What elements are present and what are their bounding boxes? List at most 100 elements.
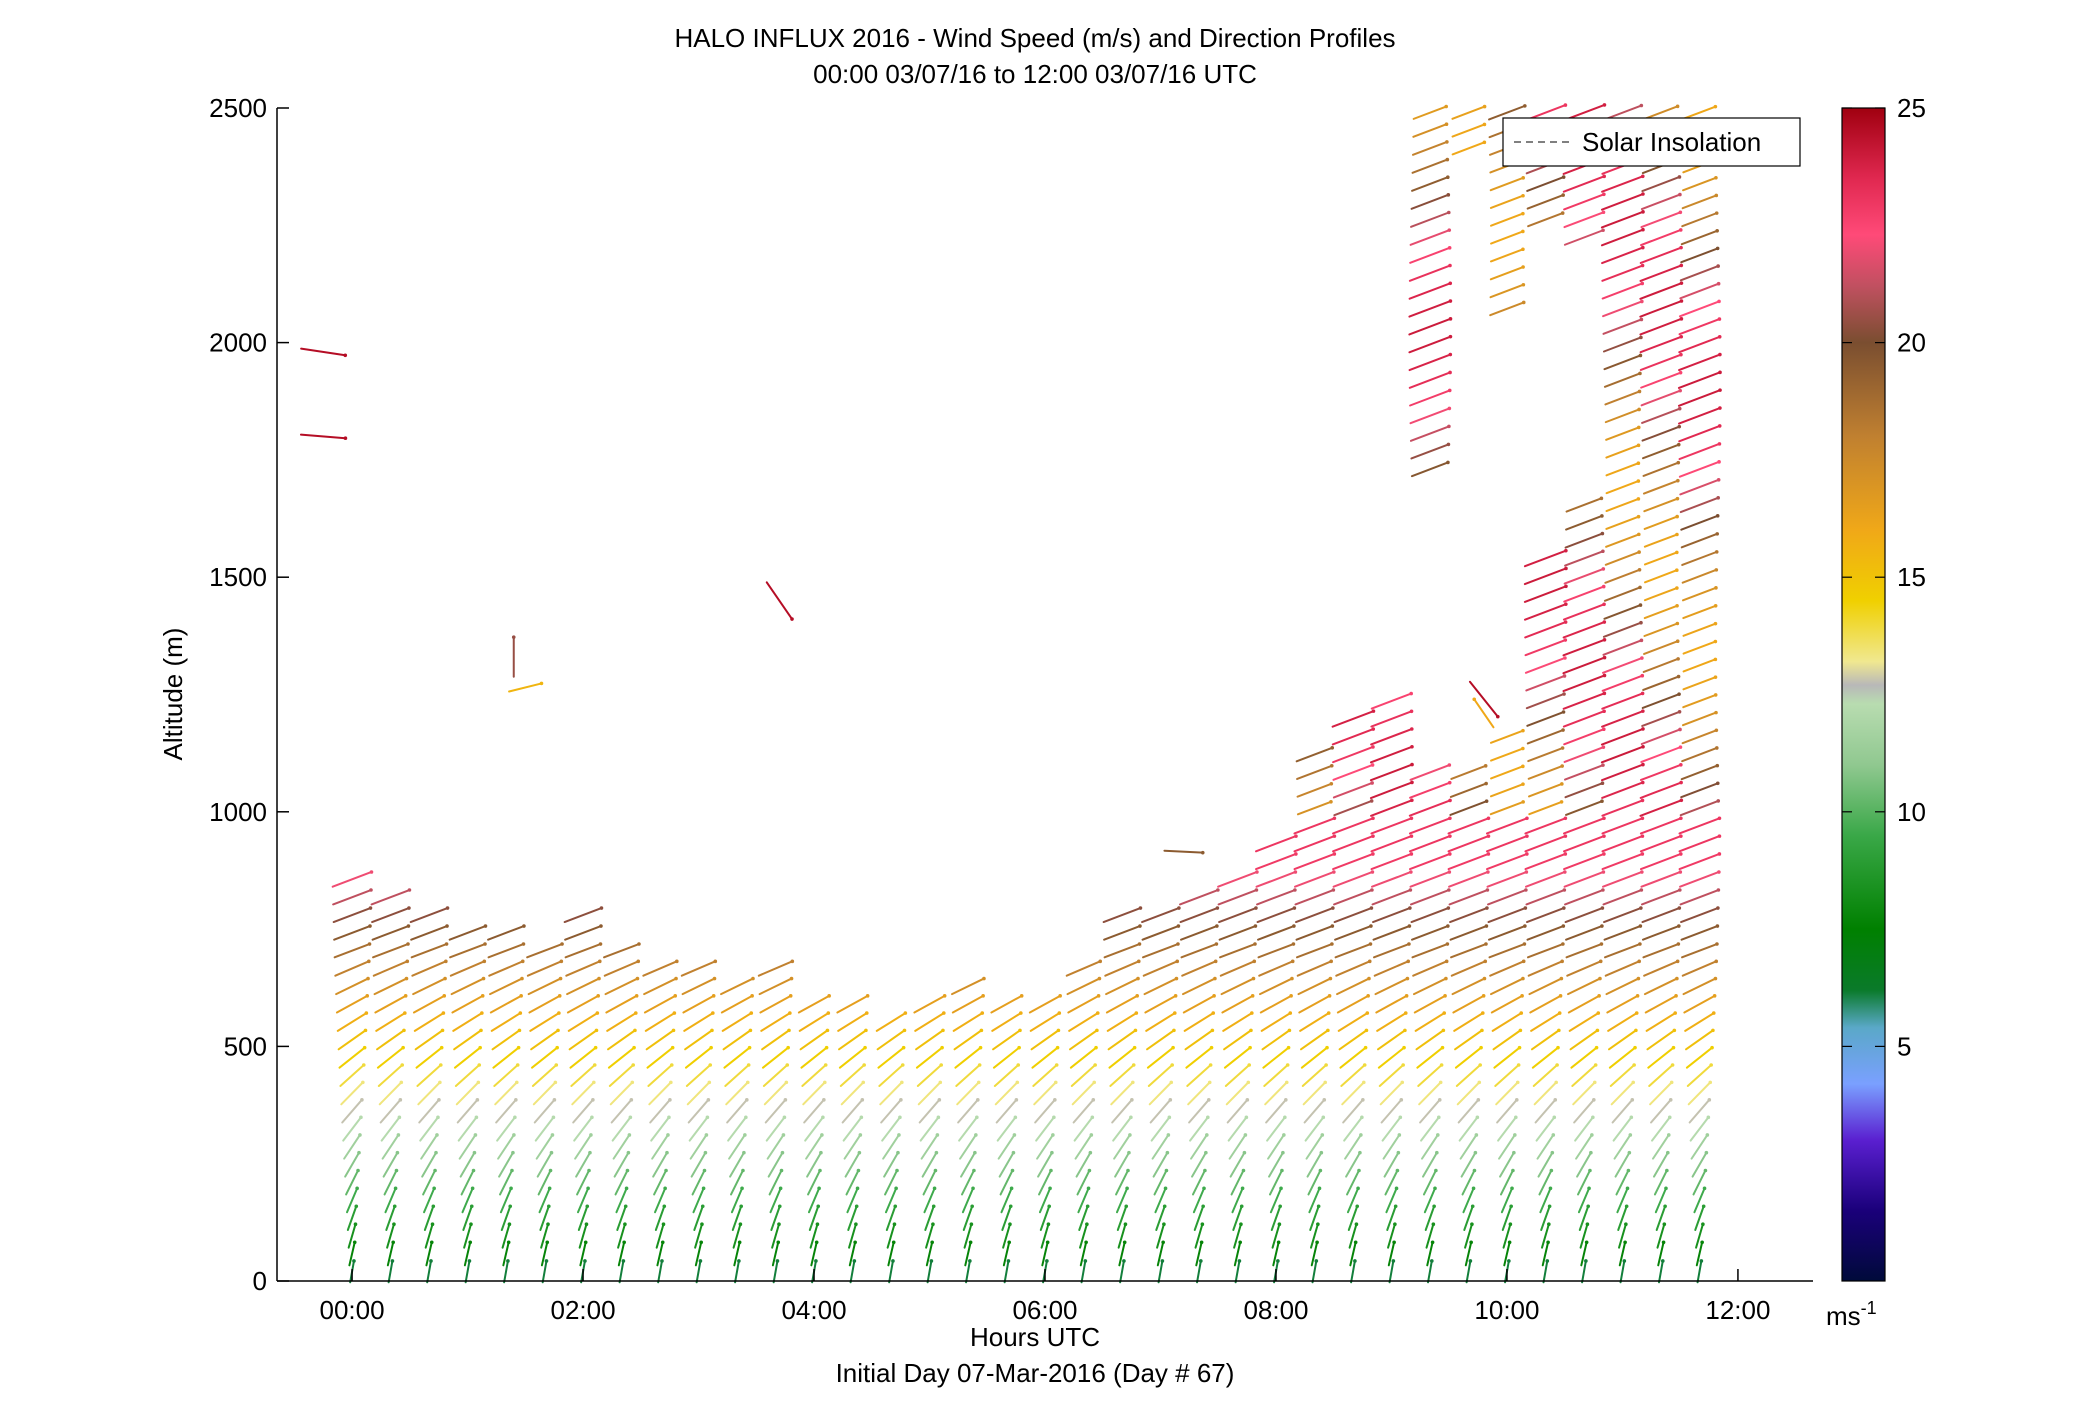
wind-vector — [1563, 567, 1605, 585]
wind-vector — [411, 960, 447, 977]
wind-vector — [1566, 960, 1602, 977]
wind-vector-head — [1711, 1028, 1715, 1033]
wind-vector — [1115, 1187, 1129, 1214]
wind-vector-head — [934, 1150, 939, 1155]
wind-vector-head — [437, 1098, 441, 1102]
wind-vector-head — [891, 1259, 895, 1263]
wind-vector-head — [1012, 1133, 1017, 1137]
wind-vector-head — [1602, 655, 1607, 660]
wind-vector-head — [633, 1011, 638, 1015]
wind-vector — [730, 1187, 744, 1214]
wind-vector-head — [1713, 976, 1718, 981]
wind-vector — [378, 1081, 403, 1106]
wind-vector — [424, 1223, 434, 1249]
wind-vector-head — [1602, 620, 1607, 624]
x-tick-label: 02:00 — [551, 1295, 616, 1325]
wind-vector-head — [970, 1204, 974, 1209]
wind-vector-head — [552, 1098, 557, 1102]
wind-vector-head — [599, 906, 604, 910]
wind-vector — [1641, 407, 1681, 424]
wind-vector-head — [1714, 550, 1719, 554]
wind-vector-head — [1630, 1098, 1635, 1102]
wind-vector-head — [1679, 299, 1684, 303]
wind-vector — [1490, 765, 1524, 780]
isolated-wind-vector-head — [790, 617, 794, 621]
wind-vector — [1226, 1098, 1249, 1124]
wind-vector — [1333, 799, 1373, 817]
wind-vector-head — [1679, 816, 1683, 821]
wind-vector — [1370, 710, 1413, 728]
wind-vector-head — [894, 1186, 898, 1191]
isolated-wind-vector — [508, 682, 543, 693]
wind-vector — [420, 1133, 438, 1160]
wind-vector — [1032, 1063, 1058, 1087]
wind-vector — [1114, 1151, 1130, 1178]
wind-vector-head — [1400, 1080, 1405, 1085]
wind-vector — [768, 1169, 783, 1196]
wind-vector — [1452, 994, 1485, 1014]
wind-vector-head — [777, 1222, 781, 1227]
wind-vector — [1564, 550, 1604, 567]
wind-vector — [1454, 1046, 1483, 1069]
x-tick-label: 04:00 — [781, 1295, 846, 1325]
wind-vector-head — [559, 959, 564, 964]
wind-vector-head — [1483, 764, 1488, 768]
wind-vector — [1266, 1116, 1286, 1142]
wind-vector — [1425, 1223, 1435, 1249]
wind-vector — [1307, 1169, 1322, 1196]
wind-vector — [1524, 835, 1567, 853]
wind-vector-head — [1602, 673, 1607, 678]
wind-vector-head — [1602, 816, 1606, 821]
wind-vector-head — [1410, 744, 1414, 749]
wind-vector-head — [1524, 870, 1529, 874]
wind-vector-head — [1354, 1222, 1359, 1227]
wind-vector-head — [939, 1063, 944, 1067]
wind-vector-head — [1447, 246, 1452, 250]
wind-vector — [991, 1012, 1022, 1032]
wind-vector-head — [509, 1186, 513, 1191]
wind-vector-head — [1250, 1011, 1254, 1015]
wind-vector — [1000, 1187, 1013, 1214]
wind-vector — [1339, 1046, 1367, 1069]
wind-vector — [693, 1205, 704, 1231]
wind-vector — [1563, 817, 1605, 835]
wind-vector — [344, 1151, 360, 1178]
wind-vector-head — [1253, 942, 1257, 946]
wind-vector-head — [863, 1045, 867, 1050]
wind-vector — [1182, 994, 1216, 1014]
wind-vector — [1679, 265, 1720, 282]
wind-vector-head — [403, 994, 408, 998]
wind-vector — [1412, 977, 1447, 996]
wind-vector — [802, 1081, 826, 1106]
wind-vector — [564, 925, 602, 941]
wind-vector-head — [553, 1080, 558, 1085]
wind-vector — [1525, 870, 1566, 888]
wind-vector — [1039, 1205, 1051, 1231]
wind-vector-head — [1486, 816, 1491, 821]
wind-vector-head — [704, 1133, 709, 1137]
wind-vector-head — [513, 1115, 517, 1120]
wind-vector-head — [1521, 176, 1526, 180]
chart-title: HALO INFLUX 2016 - Wind Speed (m/s) and … — [674, 23, 1395, 53]
wind-vector — [540, 1223, 550, 1249]
wind-vector-head — [1370, 781, 1374, 785]
wind-vector-head — [1700, 1240, 1704, 1245]
wind-vector — [683, 1012, 714, 1032]
wind-vector-head — [1007, 1240, 1012, 1245]
wind-vector-head — [1521, 247, 1525, 252]
wind-vector-head — [352, 1259, 356, 1263]
wind-vector — [1563, 852, 1605, 871]
wind-vector — [565, 960, 601, 977]
wind-vector-head — [1088, 1150, 1093, 1155]
wind-vector — [499, 1169, 513, 1196]
wind-vector — [690, 1151, 707, 1178]
wind-vector — [725, 1081, 749, 1106]
wind-vector — [1528, 800, 1563, 816]
wind-vector-head — [1292, 906, 1297, 910]
wind-vector-head — [367, 942, 372, 946]
wind-vector-head — [1367, 976, 1371, 981]
wind-vector-head — [1045, 1240, 1050, 1245]
wind-vector — [1377, 1029, 1406, 1051]
wind-vector — [1562, 621, 1606, 639]
wind-vector — [423, 1205, 435, 1231]
